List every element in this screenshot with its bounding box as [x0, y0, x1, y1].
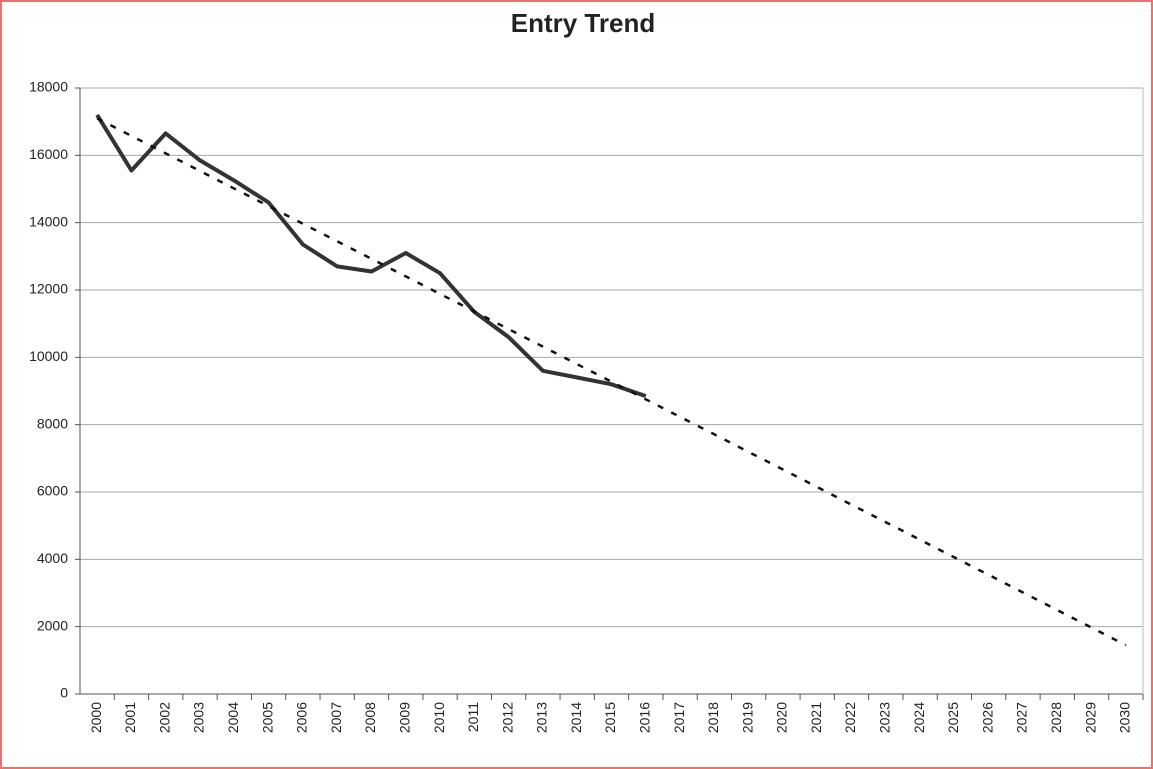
x-tick-label: 2030 — [1117, 702, 1133, 733]
y-tick-label: 8000 — [37, 415, 68, 431]
x-tick-label: 2015 — [602, 702, 618, 733]
x-tick-label: 2011 — [465, 702, 481, 732]
x-tick-label: 2003 — [191, 702, 207, 733]
y-tick-label: 16000 — [29, 146, 68, 162]
x-tick-label: 2008 — [362, 702, 378, 733]
x-tick-label: 2025 — [945, 702, 961, 733]
x-tick-label: 2021 — [808, 702, 824, 733]
x-tick-label: 2013 — [534, 702, 550, 733]
x-tick-label: 2009 — [396, 702, 412, 733]
trend-line — [96, 117, 1127, 647]
y-tick-label: 2000 — [37, 617, 68, 633]
x-tick-label: 2024 — [911, 702, 927, 733]
x-tick-label: 2002 — [156, 702, 172, 733]
x-tick-label: 2014 — [568, 702, 584, 733]
y-tick-label: 12000 — [29, 281, 68, 297]
data-line — [95, 113, 647, 398]
x-tick-label: 2019 — [739, 702, 755, 733]
y-tick-label: 14000 — [29, 213, 68, 229]
x-tick-label: 2028 — [1048, 702, 1064, 733]
x-tick-label: 2020 — [774, 702, 790, 733]
x-tick-label: 2007 — [328, 702, 344, 733]
x-tick-label: 2022 — [842, 702, 858, 733]
y-tick-label: 10000 — [29, 348, 68, 364]
x-tick-label: 2001 — [122, 702, 138, 733]
y-tick-label: 18000 — [29, 79, 68, 95]
y-tick-label: 0 — [60, 685, 68, 701]
x-tick-label: 2023 — [877, 702, 893, 733]
x-tick-label: 2010 — [431, 702, 447, 733]
y-tick-label: 4000 — [37, 550, 68, 566]
x-tick-label: 2029 — [1082, 702, 1098, 733]
x-tick-label: 2018 — [705, 702, 721, 733]
x-tick-label: 2005 — [259, 702, 275, 733]
x-tick-label: 2004 — [225, 702, 241, 733]
x-tick-label: 2012 — [499, 702, 515, 733]
chart-title: Entry Trend — [511, 8, 655, 38]
x-tick-label: 2017 — [671, 702, 687, 733]
x-tick-label: 2026 — [979, 702, 995, 733]
y-tick-label: 6000 — [37, 483, 68, 499]
x-tick-label: 2016 — [636, 702, 652, 733]
x-tick-label: 2000 — [88, 702, 104, 733]
x-tick-label: 2027 — [1014, 702, 1030, 733]
x-tick-label: 2006 — [294, 702, 310, 733]
